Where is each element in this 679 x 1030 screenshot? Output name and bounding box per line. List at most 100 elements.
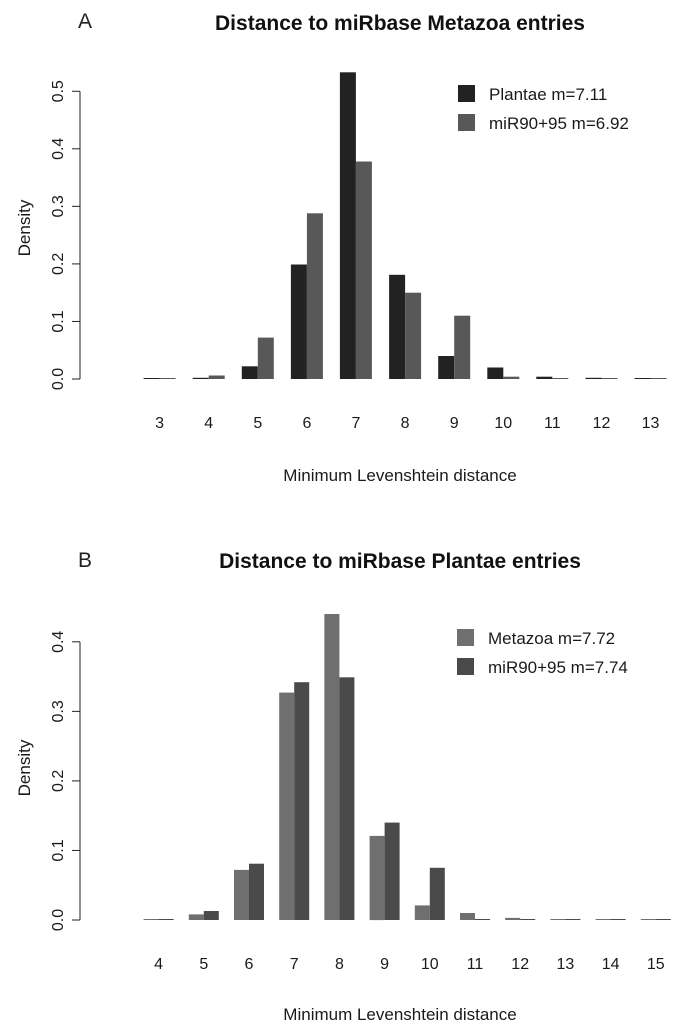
panel-a-legend: Plantae m=7.11 miR90+95 m=6.92 xyxy=(458,85,629,133)
panel-a-bar-s2-6 xyxy=(306,213,323,379)
panel-a-bar-s1-10 xyxy=(487,367,504,379)
panel-b-letter: B xyxy=(78,549,92,572)
panel-b-bar-s2-10 xyxy=(429,867,445,920)
panel-b-bar-s1-15 xyxy=(640,919,656,920)
panel-b-legend: Metazoa m=7.72 miR90+95 m=7.74 xyxy=(457,629,628,677)
panel-a-bar-s1-8 xyxy=(389,274,406,379)
panel-a-title: Distance to miRbase Metazoa entries xyxy=(215,12,585,35)
panel-b-bar-s2-13 xyxy=(565,919,581,920)
panel-a-bar-s1-11 xyxy=(536,376,553,379)
panel-b-ylabel: Density xyxy=(15,739,34,796)
panel-a-bar-s2-7 xyxy=(355,161,372,379)
panel-a-bar-s1-4 xyxy=(192,377,209,379)
panel-a-x-tick-label: 10 xyxy=(494,415,512,432)
panel-b-x-tick-label: 10 xyxy=(421,956,439,973)
panel-a-x-tick-label: 12 xyxy=(593,415,611,432)
panel-a-x-tick-label: 13 xyxy=(642,415,660,432)
panel-a-y-axis: 0.0 0.1 0.2 0.3 0.4 0.5 xyxy=(50,80,81,390)
panel-b-x-tick-label: 7 xyxy=(290,956,299,973)
panel-b-bar-s2-6 xyxy=(249,863,264,920)
panel-b-x-tick-label: 11 xyxy=(467,956,484,973)
panel-a-x-tick-label: 8 xyxy=(401,415,410,432)
panel-a-bar-s1-13 xyxy=(634,378,651,379)
panel-b-x-tick-label: 6 xyxy=(245,956,254,973)
panel-b-x-tick-label: 4 xyxy=(154,956,163,973)
panel-b-y-tick-label: 0.2 xyxy=(50,770,67,792)
panel-a-letter: A xyxy=(78,10,92,33)
panel-b-y-axis: 0.0 0.1 0.2 0.3 0.4 xyxy=(50,631,81,931)
panel-a-bar-s2-3 xyxy=(159,378,176,379)
panel-a-chart: A Distance to miRbase Metazoa entries De… xyxy=(15,10,667,485)
panel-a-bar-s2-9 xyxy=(454,315,471,379)
panel-a-legend-swatch xyxy=(458,85,475,102)
panel-b-legend-swatch xyxy=(457,658,474,675)
panel-b-bar-s1-6 xyxy=(234,869,249,920)
panel-a-bar-s2-12 xyxy=(601,378,618,379)
panel-b-chart: B Distance to miRbase Plantae entries De… xyxy=(15,549,671,1024)
panel-a-bar-s2-8 xyxy=(405,292,422,379)
panel-a-x-ticks: 3 4 5 6 7 8 9 10 11 12 13 xyxy=(155,415,659,432)
panel-b-bar-s2-5 xyxy=(203,911,219,920)
panel-b-bar-s1-12 xyxy=(505,917,521,920)
panel-b-bar-s1-11 xyxy=(460,913,475,920)
panel-a-x-tick-label: 3 xyxy=(155,415,164,432)
panel-b-xlabel: Minimum Levenshtein distance xyxy=(283,1005,516,1024)
panel-a-bar-s1-5 xyxy=(241,366,258,379)
panel-a-y-tick-label: 0.0 xyxy=(50,368,67,390)
panel-b-x-tick-label: 14 xyxy=(602,956,620,973)
panel-a-bar-s2-11 xyxy=(552,378,569,379)
panel-a-bar-s2-4 xyxy=(208,375,225,379)
panel-a-bar-s1-12 xyxy=(585,377,602,379)
panel-b-y-tick-label: 0.3 xyxy=(50,700,67,722)
panel-a-ylabel: Density xyxy=(15,199,34,256)
panel-a-y-tick-label: 0.5 xyxy=(50,80,67,102)
panel-b-y-tick-label: 0.4 xyxy=(50,631,67,653)
panel-b-bar-s1-9 xyxy=(369,835,385,921)
panel-b-legend-label: Metazoa m=7.72 xyxy=(488,629,615,648)
panel-a-bar-s2-13 xyxy=(650,378,667,379)
panel-b-bar-s1-8 xyxy=(324,614,340,920)
panel-b-bar-s2-4 xyxy=(158,919,174,920)
panel-b-x-tick-label: 5 xyxy=(199,956,208,973)
panel-a-bars xyxy=(143,72,667,380)
panel-a-legend-label: Plantae m=7.11 xyxy=(489,85,607,104)
panel-a-bar-s1-6 xyxy=(290,264,307,379)
panel-a-y-tick-label: 0.3 xyxy=(50,195,67,217)
panel-b-y-tick-label: 0.0 xyxy=(50,909,67,931)
panel-a-y-tick-label: 0.4 xyxy=(50,138,67,160)
panel-b-bar-s1-13 xyxy=(550,919,566,920)
panel-a-bar-s2-10 xyxy=(503,376,520,379)
panel-b-x-ticks: 4 5 6 7 8 9 10 11 12 13 14 15 xyxy=(154,956,665,973)
panel-a-x-tick-label: 9 xyxy=(450,415,459,432)
panel-b-y-tick-label: 0.1 xyxy=(50,839,67,861)
panel-a-y-tick-label: 0.1 xyxy=(50,310,67,332)
panel-a-xlabel: Minimum Levenshtein distance xyxy=(283,466,516,485)
panel-b-bar-s2-11 xyxy=(475,919,490,920)
panel-b-bar-s2-7 xyxy=(294,682,310,920)
panel-b-bar-s1-5 xyxy=(188,914,204,920)
panel-a-legend-swatch xyxy=(458,114,475,131)
panel-b-bar-s2-9 xyxy=(384,822,400,920)
panel-b-x-tick-label: 9 xyxy=(380,956,389,973)
panel-a-bar-s1-3 xyxy=(143,378,160,379)
panel-b-bar-s1-4 xyxy=(143,919,159,920)
panel-b-bar-s2-8 xyxy=(339,677,355,920)
panel-a-x-tick-label: 11 xyxy=(544,415,561,432)
panel-b-bar-s2-12 xyxy=(520,919,536,920)
panel-b-bar-s2-15 xyxy=(655,919,671,920)
panel-a-legend-label: miR90+95 m=6.92 xyxy=(489,114,629,133)
panel-a-x-tick-label: 5 xyxy=(253,415,262,432)
panel-b-bar-s1-10 xyxy=(414,905,430,920)
panel-b-bar-s1-14 xyxy=(595,919,611,920)
panel-a-x-tick-label: 4 xyxy=(204,415,213,432)
panel-b-legend-label: miR90+95 m=7.74 xyxy=(488,658,628,677)
panel-a-bar-s1-9 xyxy=(438,356,455,379)
panel-b-x-tick-label: 13 xyxy=(557,956,575,973)
panel-b-bar-s1-7 xyxy=(279,692,295,920)
panel-a-x-tick-label: 7 xyxy=(351,415,360,432)
panel-a-y-tick-label: 0.2 xyxy=(50,253,67,275)
panel-a-bar-s2-5 xyxy=(257,337,274,379)
panel-b-bar-s2-14 xyxy=(610,919,626,920)
panel-b-bars xyxy=(143,614,671,921)
